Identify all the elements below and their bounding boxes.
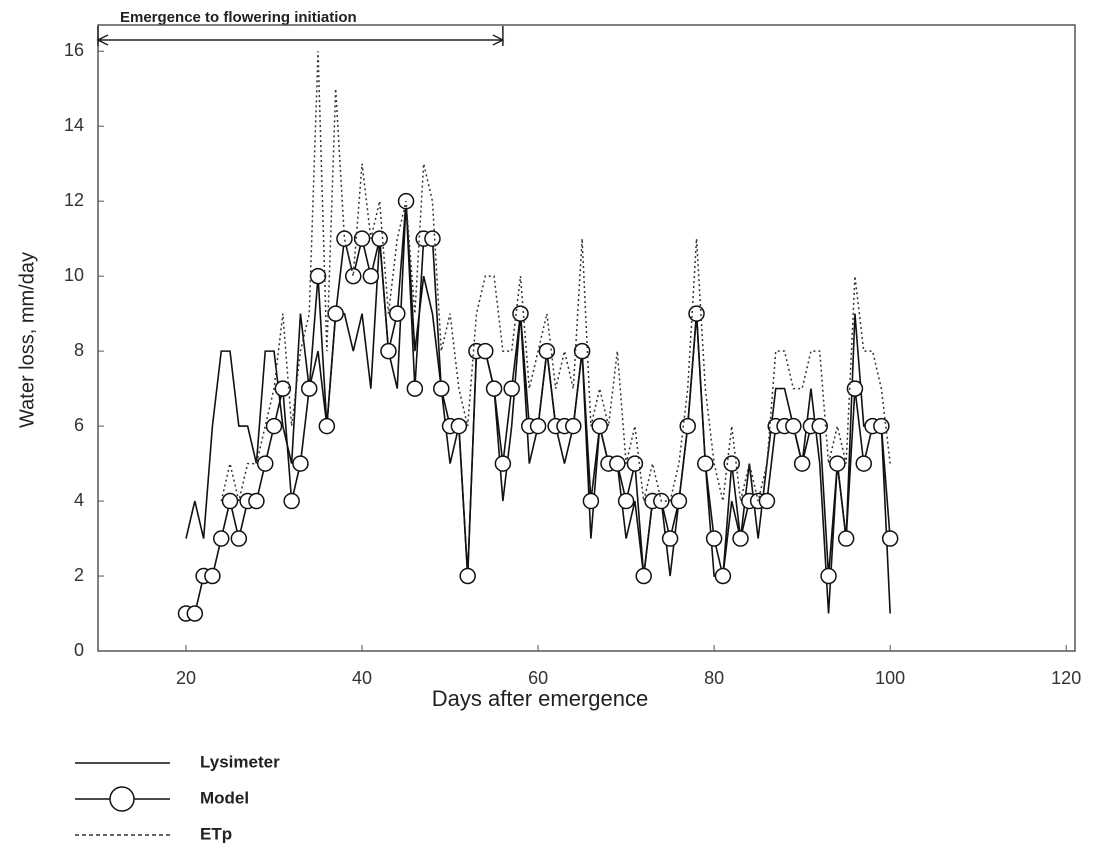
model-point <box>732 530 749 547</box>
model-point <box>758 492 776 510</box>
model-point <box>494 455 512 472</box>
model-point <box>450 417 468 435</box>
model-point <box>362 267 380 285</box>
x-axis-label: Days after emergence <box>432 686 648 711</box>
legend-marker <box>109 786 135 812</box>
model-point <box>345 267 362 285</box>
model-point <box>688 305 705 322</box>
model-point <box>661 530 679 547</box>
y-tick-label: 14 <box>64 115 84 135</box>
model-point <box>318 417 336 435</box>
annotation-arrow <box>96 26 505 46</box>
x-tick-label: 100 <box>875 668 905 688</box>
x-tick-label: 20 <box>176 668 196 688</box>
legend-label: Model <box>200 788 249 807</box>
model-point <box>459 567 476 585</box>
model-point <box>635 567 652 585</box>
legend-label: Lysimeter <box>200 752 280 771</box>
model-point <box>433 380 450 397</box>
y-axis-label: Water loss, mm/day <box>16 252 38 428</box>
model-point <box>591 417 608 435</box>
model-point <box>477 342 494 360</box>
model-point <box>582 492 600 510</box>
model-point <box>785 417 802 435</box>
model-point <box>371 230 388 247</box>
legend-label: ETp <box>200 824 232 843</box>
model-point <box>697 455 714 472</box>
model-point <box>485 380 503 397</box>
model-point <box>424 230 441 247</box>
model-point <box>573 342 591 360</box>
x-tick-label: 80 <box>704 668 724 688</box>
model-point <box>538 342 556 360</box>
series-line <box>220 51 891 502</box>
y-tick-label: 10 <box>64 265 84 285</box>
y-tick-label: 2 <box>74 565 84 585</box>
model-point <box>204 567 221 585</box>
model-point <box>820 567 837 585</box>
model-point <box>256 455 274 472</box>
model-point <box>529 417 547 435</box>
model-point <box>881 530 899 547</box>
y-tick-label: 8 <box>74 340 84 360</box>
model-point <box>793 455 811 472</box>
model-point <box>248 492 265 510</box>
model-point <box>565 417 582 435</box>
model-point <box>274 380 292 397</box>
model-point <box>873 417 890 435</box>
model-point <box>811 417 828 435</box>
series-line <box>185 201 891 614</box>
model-point <box>265 417 283 435</box>
model-point <box>212 530 230 547</box>
y-tick-label: 0 <box>74 640 84 660</box>
y-tick-label: 12 <box>64 190 84 210</box>
model-point <box>714 567 732 585</box>
model-point <box>300 380 318 397</box>
annotation-text: Emergence to flowering initiation <box>120 9 357 26</box>
model-point <box>846 380 864 397</box>
model-point <box>829 455 846 472</box>
x-tick-label: 60 <box>528 668 548 688</box>
x-tick-label: 40 <box>352 668 372 688</box>
model-point <box>292 455 309 472</box>
model-point <box>327 305 344 322</box>
model-point <box>336 230 353 247</box>
y-tick-label: 16 <box>64 40 84 60</box>
model-point <box>283 492 300 510</box>
model-point <box>609 455 626 472</box>
model-point <box>617 492 635 510</box>
model-point <box>230 530 248 547</box>
model-point <box>837 530 855 547</box>
y-tick-label: 6 <box>74 415 84 435</box>
model-point <box>186 605 204 622</box>
model-point <box>626 455 644 472</box>
model-point <box>221 492 239 510</box>
model-point <box>353 230 371 247</box>
model-point <box>503 380 520 397</box>
model-point <box>309 267 327 285</box>
y-tick-label: 4 <box>74 490 84 510</box>
x-tick-label: 120 <box>1051 668 1081 688</box>
model-point <box>670 492 688 510</box>
model-point <box>855 455 873 472</box>
plot-frame <box>97 24 1076 652</box>
model-point <box>705 530 723 547</box>
series-line <box>186 201 891 615</box>
model-point <box>406 380 424 397</box>
model-point <box>380 342 397 360</box>
model-point <box>389 305 406 322</box>
